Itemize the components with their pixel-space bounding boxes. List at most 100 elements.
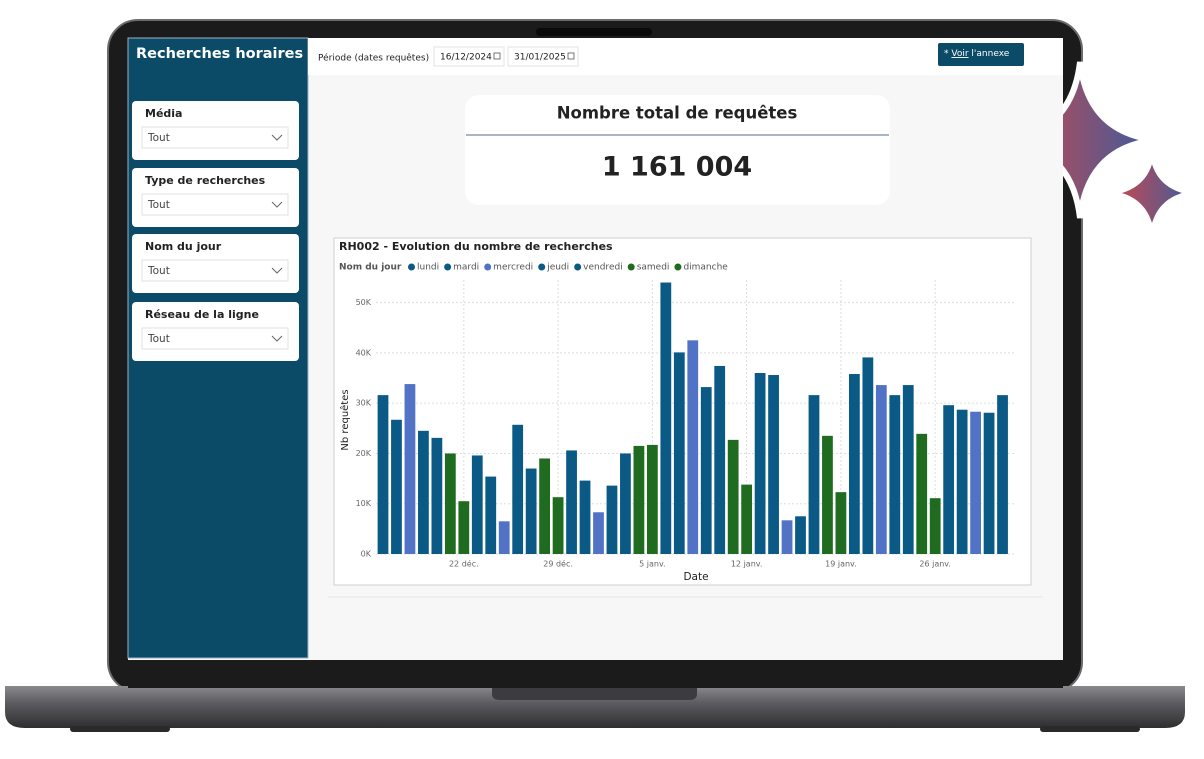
annex-text: l'annexe (971, 49, 1009, 59)
filter-label: Type de recherches (145, 174, 266, 187)
chevron-icon (271, 134, 283, 141)
bar (943, 405, 955, 554)
bar (579, 480, 591, 554)
legend-marker (674, 263, 682, 271)
bar (418, 430, 429, 554)
x-axis-label: Date (683, 571, 708, 583)
bar (485, 476, 497, 554)
bar (552, 497, 564, 554)
laptop-foot (70, 726, 170, 732)
bar (660, 282, 672, 554)
y-tick-label: 50K (356, 298, 372, 307)
bar (889, 395, 901, 554)
annex-button[interactable] (938, 43, 1024, 66)
legend-label: jeudi (546, 263, 569, 273)
chevron-icon (271, 267, 283, 274)
x-tick-label: 19 janv. (825, 560, 857, 569)
dropdown[interactable] (141, 126, 289, 149)
legend-marker (627, 263, 635, 271)
link[interactable]: Voir (951, 49, 968, 59)
chevron-icon (271, 201, 283, 208)
legend-title: Nom du jour (339, 263, 402, 273)
bar (956, 409, 968, 554)
bar (633, 445, 645, 554)
calendar-icon (493, 52, 501, 60)
legend-label: mercredi (493, 263, 533, 273)
kpi-value: 1 161 004 (602, 152, 752, 183)
bar (902, 385, 914, 554)
bar (997, 395, 1008, 554)
x-tick-label: 5 janv. (639, 560, 665, 569)
bar (606, 485, 618, 554)
start-date[interactable]: 16/12/2024 (440, 53, 492, 63)
bar (808, 395, 820, 554)
dropdown[interactable] (141, 193, 289, 216)
screen-bottom (128, 660, 1063, 688)
annex-button-label[interactable]: * Voir l'annexe (944, 49, 1010, 59)
bar (754, 373, 766, 554)
bar (795, 516, 806, 554)
dropdown[interactable] (141, 259, 289, 282)
kpi-title: Nombre total de requêtes (557, 104, 798, 123)
bar (700, 387, 712, 554)
x-tick-label: 29 déc. (543, 559, 573, 569)
bar (822, 435, 833, 554)
legend-marker (574, 263, 582, 271)
y-tick-label: 40K (356, 348, 372, 357)
legend-label: samedi (637, 263, 670, 273)
bar (458, 501, 470, 554)
dropdown-value[interactable]: Tout (147, 132, 170, 144)
sidebar-title: Recherches horaires (136, 46, 303, 62)
bar (983, 412, 995, 554)
bar (741, 484, 753, 554)
bar (444, 453, 456, 554)
bar (539, 458, 551, 554)
dropdown[interactable] (141, 327, 289, 350)
legend-marker (444, 263, 452, 271)
legend-marker (408, 263, 415, 271)
kpi-card (465, 95, 890, 205)
bar (848, 374, 860, 554)
end-date[interactable]: 31/01/2025 (514, 53, 566, 63)
dropdown-value[interactable]: Tout (147, 265, 170, 277)
dropdown-value[interactable]: Tout (147, 333, 170, 345)
bar (687, 340, 699, 554)
date-input[interactable] (433, 46, 505, 67)
date-input[interactable] (507, 46, 579, 67)
bar (498, 521, 510, 554)
x-tick-label: 22 déc. (449, 559, 479, 569)
x-tick-label: 26 janv. (919, 560, 951, 569)
legend-marker (538, 263, 546, 271)
bar (593, 512, 604, 554)
legend-label: vendredi (583, 263, 623, 273)
chevron-icon (271, 335, 283, 342)
y-tick-label: 0K (361, 550, 372, 559)
bar (727, 439, 739, 554)
bar (929, 498, 941, 554)
bar (835, 492, 847, 554)
filter-label: Réseau de la ligne (145, 308, 259, 321)
bar (646, 444, 658, 554)
bar (970, 411, 981, 554)
base-notch (492, 686, 697, 700)
period-label: Période (dates requêtes) (318, 53, 429, 64)
bar (391, 419, 402, 554)
bar (862, 357, 874, 554)
legend-label: lundi (417, 263, 439, 273)
calendar-icon (567, 52, 575, 60)
bar (566, 450, 577, 554)
y-tick-label: 10K (356, 499, 372, 508)
bar (404, 384, 416, 554)
bar (471, 455, 483, 554)
y-tick-label: 20K (356, 449, 372, 458)
y-tick-label: 30K (356, 399, 372, 408)
dropdown-value[interactable]: Tout (147, 199, 170, 211)
bar (431, 437, 443, 554)
bar (620, 453, 631, 554)
bar (673, 352, 685, 554)
bar (875, 385, 887, 554)
bar (768, 375, 779, 554)
laptop-foot (1040, 726, 1140, 732)
filter-label: Média (145, 107, 182, 120)
